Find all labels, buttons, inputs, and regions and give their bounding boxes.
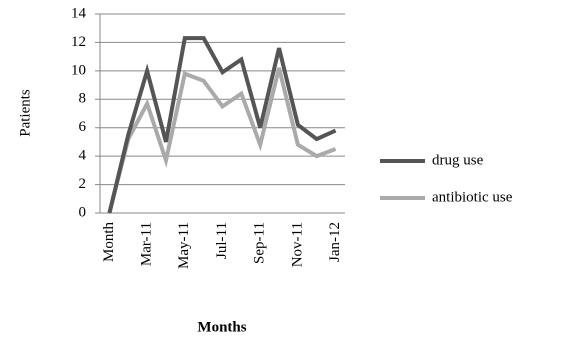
x-tick-label: Jul-11: [214, 222, 230, 259]
x-tick-label: Jan-12: [327, 222, 343, 262]
x-tick-label: Mar-11: [139, 222, 155, 266]
series-line: [107, 36, 337, 214]
legend-label: drug use: [432, 152, 484, 168]
series-line: [107, 67, 337, 214]
x-tick-label: May-11: [176, 222, 192, 269]
y-tick-label: 12: [71, 34, 86, 50]
x-axis-title: Months: [197, 319, 246, 335]
x-tick-label: Month: [101, 222, 117, 263]
y-tick-label: 14: [71, 5, 87, 21]
y-tick-label: 6: [79, 119, 87, 135]
y-tick-label: 2: [79, 176, 87, 192]
y-tick-label: 8: [79, 91, 87, 107]
x-tick-label: Nov-11: [289, 222, 305, 267]
y-tick-label: 0: [79, 204, 87, 220]
x-tick-label: Sep-11: [252, 222, 268, 264]
y-tick-label: 4: [79, 148, 87, 164]
legend-label: antibiotic use: [432, 189, 513, 205]
y-axis-title: Patients: [17, 89, 33, 137]
y-tick-label: 10: [71, 62, 86, 78]
